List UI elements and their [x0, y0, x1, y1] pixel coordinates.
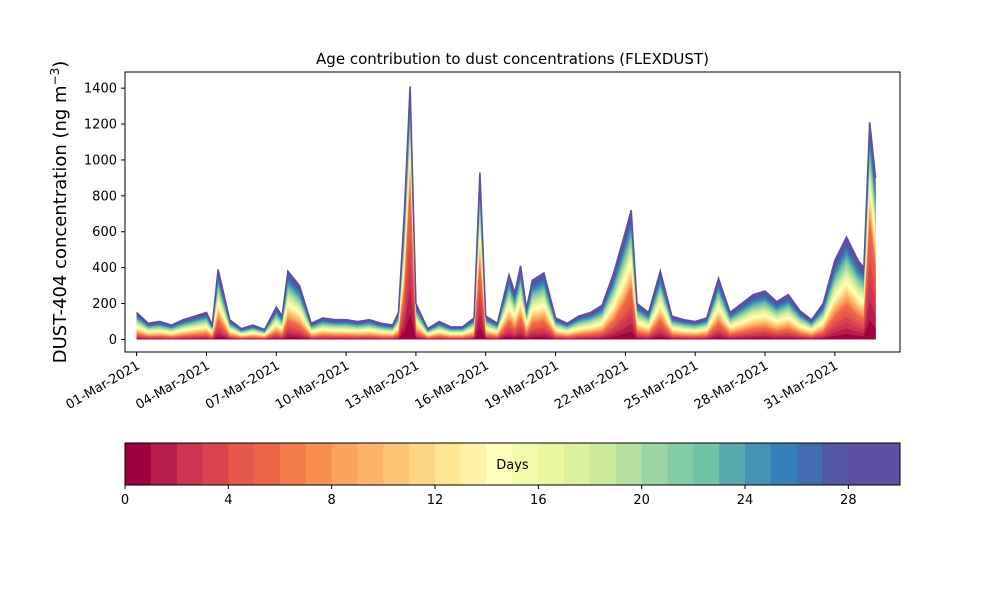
colorbar-swatch	[176, 443, 203, 485]
x-tick-label: 04-Mar-2021	[133, 358, 212, 412]
x-tick-label: 16-Mar-2021	[413, 358, 492, 412]
x-tick-label: 07-Mar-2021	[203, 358, 282, 412]
x-tick-label: 01-Mar-2021	[64, 358, 143, 412]
chart-title: Age contribution to dust concentrations …	[316, 50, 709, 68]
x-tick-label: 31-Mar-2021	[762, 358, 841, 412]
colorbar-frame	[124, 442, 901, 486]
x-tick-label: 19-Mar-2021	[482, 358, 561, 412]
colorbar-swatch	[796, 443, 823, 485]
y-tick-label: 0	[109, 333, 117, 348]
x-tick-label: 22-Mar-2021	[552, 358, 631, 412]
plot-area	[136, 86, 877, 340]
y-tick-label: 1000	[84, 153, 117, 168]
colorbar-swatch	[641, 443, 668, 485]
colorbar-tick-label: 4	[224, 493, 232, 508]
colorbar-swatch	[667, 443, 694, 485]
y-tick-label: 200	[92, 297, 117, 312]
colorbar-swatch	[460, 443, 488, 485]
colorbar-tick-label: 24	[737, 493, 754, 508]
age-band-27	[136, 95, 876, 340]
colorbar-tick-label: 28	[840, 493, 857, 508]
colorbar-tick-label: 20	[633, 493, 650, 508]
colorbar-swatch	[512, 443, 539, 485]
y-axis-label: DUST-404 concentration (ng m−3)	[48, 61, 71, 364]
colorbar-swatch	[693, 443, 720, 485]
colorbar-swatch	[435, 443, 462, 485]
colorbar-swatch	[590, 443, 617, 485]
colorbar-swatch	[486, 443, 513, 485]
colorbar-swatch	[254, 443, 281, 485]
colorbar-swatch	[822, 443, 849, 485]
y-tick-label: 1400	[84, 82, 117, 97]
colorbar-swatch	[125, 443, 152, 485]
colorbar-swatch	[745, 443, 772, 485]
colorbar-swatch	[383, 443, 410, 485]
x-tick-label: 13-Mar-2021	[343, 358, 422, 412]
colorbar-swatch	[615, 443, 643, 485]
colorbar-swatch	[874, 443, 901, 485]
colorbar-tick-label: 0	[121, 493, 129, 508]
colorbar-swatch	[305, 443, 333, 485]
colorbar-swatch	[848, 443, 875, 485]
x-axis: 01-Mar-202104-Mar-202107-Mar-202110-Mar-…	[64, 352, 841, 413]
colorbar-tick-label: 12	[427, 493, 444, 508]
colorbar-label: Days	[496, 458, 529, 473]
colorbar-swatch	[719, 443, 746, 485]
y-axis: 0 200 400 600 800 1000 1200 1400	[84, 82, 125, 348]
y-tick-label: 800	[92, 189, 117, 204]
colorbar-swatch	[357, 443, 384, 485]
y-tick-label: 400	[92, 261, 117, 276]
colorbar-swatch	[150, 443, 178, 485]
colorbar-tick-label: 8	[328, 493, 336, 508]
colorbar-tick-label: 16	[530, 493, 547, 508]
colorbar-swatch	[228, 443, 255, 485]
x-tick-label: 25-Mar-2021	[622, 358, 701, 412]
colorbar-swatch	[564, 443, 591, 485]
colorbar-swatch	[280, 443, 307, 485]
plot-frame	[124, 71, 901, 353]
total-concentration-line	[136, 86, 877, 331]
y-tick-label: 600	[92, 225, 117, 240]
x-tick-label: 28-Mar-2021	[692, 358, 771, 412]
colorbar-swatch	[538, 443, 565, 485]
colorbar-swatch	[770, 443, 798, 485]
age-band-26	[136, 99, 876, 340]
colorbar: Days 0 4 8 12 16 20 24 28	[121, 442, 901, 508]
x-tick-label: 10-Mar-2021	[273, 358, 352, 412]
colorbar-swatch	[202, 443, 229, 485]
colorbar-swatch	[331, 443, 358, 485]
colorbar-swatch	[409, 443, 436, 485]
y-tick-label: 1200	[84, 118, 117, 133]
